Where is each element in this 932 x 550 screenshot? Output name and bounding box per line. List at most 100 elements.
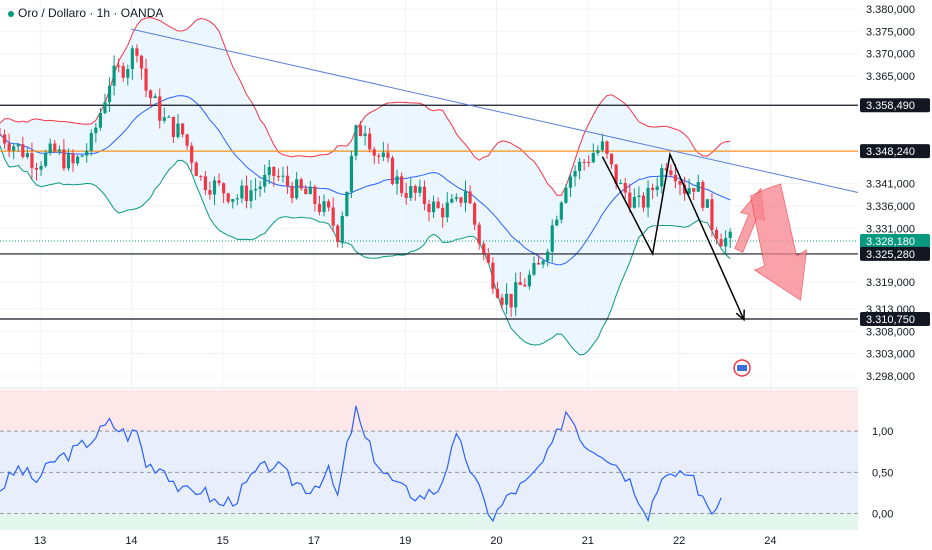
candle bbox=[349, 150, 354, 199]
candle bbox=[527, 270, 532, 290]
candle bbox=[523, 278, 527, 287]
candle-body bbox=[463, 191, 468, 203]
candle-body bbox=[459, 197, 463, 203]
candle bbox=[687, 178, 691, 195]
candle bbox=[546, 248, 550, 267]
candle bbox=[701, 179, 705, 212]
candle bbox=[39, 161, 43, 176]
candle bbox=[628, 183, 632, 213]
candle bbox=[400, 172, 404, 197]
candle bbox=[445, 192, 449, 223]
candle bbox=[422, 180, 427, 211]
candle bbox=[454, 193, 458, 202]
candle-body bbox=[422, 186, 427, 205]
candle-body bbox=[144, 68, 148, 91]
candle-body bbox=[75, 156, 80, 164]
candle-body bbox=[550, 225, 554, 252]
candle bbox=[486, 248, 490, 264]
candle-body bbox=[655, 186, 659, 190]
candle bbox=[582, 158, 586, 171]
candle-body bbox=[235, 198, 239, 200]
candle bbox=[322, 194, 326, 217]
candle-body bbox=[637, 195, 641, 197]
time-tick-label: 13 bbox=[34, 535, 46, 547]
price-tick-label: 3.365,000 bbox=[866, 71, 915, 83]
candle bbox=[696, 174, 700, 192]
candle bbox=[149, 89, 153, 107]
candle bbox=[678, 178, 682, 196]
candle bbox=[194, 160, 198, 177]
candle-body bbox=[44, 152, 48, 166]
candle-body bbox=[509, 293, 513, 308]
candle-body bbox=[641, 195, 646, 208]
candle bbox=[117, 58, 121, 73]
candle-body bbox=[98, 113, 103, 128]
candle bbox=[418, 179, 422, 197]
candle-body bbox=[244, 185, 249, 201]
candle-body bbox=[308, 186, 312, 195]
candle bbox=[587, 155, 591, 167]
candle-body bbox=[646, 187, 650, 208]
candle bbox=[326, 199, 331, 212]
candle bbox=[16, 143, 20, 152]
candle bbox=[272, 166, 276, 187]
candle bbox=[509, 293, 513, 317]
candle bbox=[637, 186, 641, 208]
candle bbox=[313, 184, 317, 212]
candle bbox=[710, 192, 714, 237]
candle bbox=[21, 136, 25, 159]
time-tick-label: 17 bbox=[308, 535, 320, 547]
candle bbox=[482, 241, 486, 261]
candle bbox=[290, 181, 294, 204]
candle-body bbox=[107, 85, 112, 103]
candle-body bbox=[441, 207, 445, 218]
candle-body bbox=[313, 186, 317, 204]
candle bbox=[541, 259, 545, 269]
candle-body bbox=[212, 180, 217, 195]
candle-body bbox=[89, 133, 93, 151]
candle-body bbox=[628, 192, 632, 208]
candle bbox=[368, 127, 372, 153]
candle-body bbox=[253, 188, 258, 191]
candle bbox=[199, 175, 203, 181]
candle-body bbox=[678, 181, 682, 185]
candle bbox=[473, 201, 477, 231]
candle-body bbox=[454, 197, 458, 199]
candle-body bbox=[162, 117, 166, 121]
osc-tick-label: 0,50 bbox=[872, 467, 893, 479]
candle bbox=[158, 88, 162, 129]
price-axis-bg bbox=[858, 0, 932, 550]
price-tick-label: 3.375,000 bbox=[866, 26, 915, 38]
candle-body bbox=[527, 274, 532, 287]
candle bbox=[25, 147, 29, 159]
candle bbox=[12, 143, 16, 160]
candle bbox=[176, 114, 180, 139]
candle bbox=[623, 178, 627, 199]
candle-body bbox=[514, 282, 518, 308]
candle bbox=[450, 193, 454, 204]
candle bbox=[30, 142, 34, 179]
candle bbox=[167, 114, 171, 118]
price-label-bg-support-low bbox=[860, 311, 930, 326]
candle bbox=[568, 173, 573, 197]
candle-body bbox=[126, 69, 130, 78]
candle bbox=[62, 139, 66, 172]
candle-body bbox=[349, 155, 354, 192]
candle-body bbox=[322, 201, 326, 212]
candle bbox=[609, 153, 614, 169]
candle-body bbox=[500, 297, 504, 305]
candle bbox=[619, 179, 623, 185]
candle bbox=[714, 227, 719, 245]
candle-body bbox=[240, 185, 244, 199]
time-tick-label: 14 bbox=[125, 535, 137, 547]
candle bbox=[126, 64, 130, 86]
candle-body bbox=[304, 188, 308, 195]
candle bbox=[94, 122, 98, 143]
candle-body bbox=[71, 153, 75, 164]
candle-body bbox=[651, 187, 655, 190]
candle-body bbox=[80, 155, 84, 157]
candle-body bbox=[340, 215, 344, 243]
candle bbox=[171, 116, 176, 143]
candle-body bbox=[523, 284, 527, 287]
